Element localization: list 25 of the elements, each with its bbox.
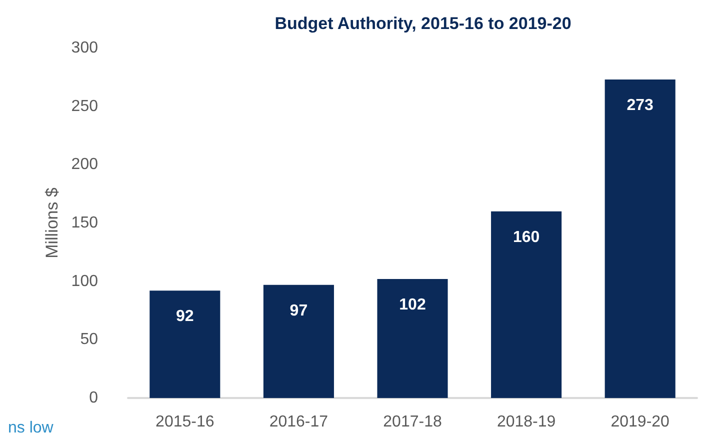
y-tick-label: 200: [71, 156, 98, 174]
bar: [150, 290, 220, 398]
x-tick-label: 2016-17: [269, 414, 328, 430]
x-tick-label: 2019-20: [610, 414, 670, 430]
y-tick-label: 0: [89, 390, 98, 406]
y-axis-title: Millions $: [42, 187, 62, 258]
bar: [377, 279, 448, 398]
bar: [263, 284, 334, 398]
data-label: 160: [512, 228, 540, 246]
x-tick-label: 2015-16: [156, 414, 214, 430]
x-tick-label: 2018-19: [496, 414, 556, 430]
y-tick-label: 300: [71, 40, 98, 56]
y-tick-label: 100: [71, 272, 98, 290]
x-tick-label: 2017-18: [383, 414, 442, 430]
chart-title: Budget Authority, 2015-16 to 2019-20: [274, 14, 572, 33]
data-label: 273: [626, 97, 654, 114]
y-tick-label: 50: [80, 331, 98, 348]
bar: [491, 211, 562, 398]
data-label: 102: [399, 296, 426, 314]
bar: [604, 80, 676, 398]
y-tick-label: 150: [71, 214, 98, 232]
text: ns low: [8, 420, 54, 436]
data-label: 92: [176, 308, 194, 326]
data-label: 97: [290, 302, 308, 320]
y-tick-label: 250: [71, 98, 98, 115]
